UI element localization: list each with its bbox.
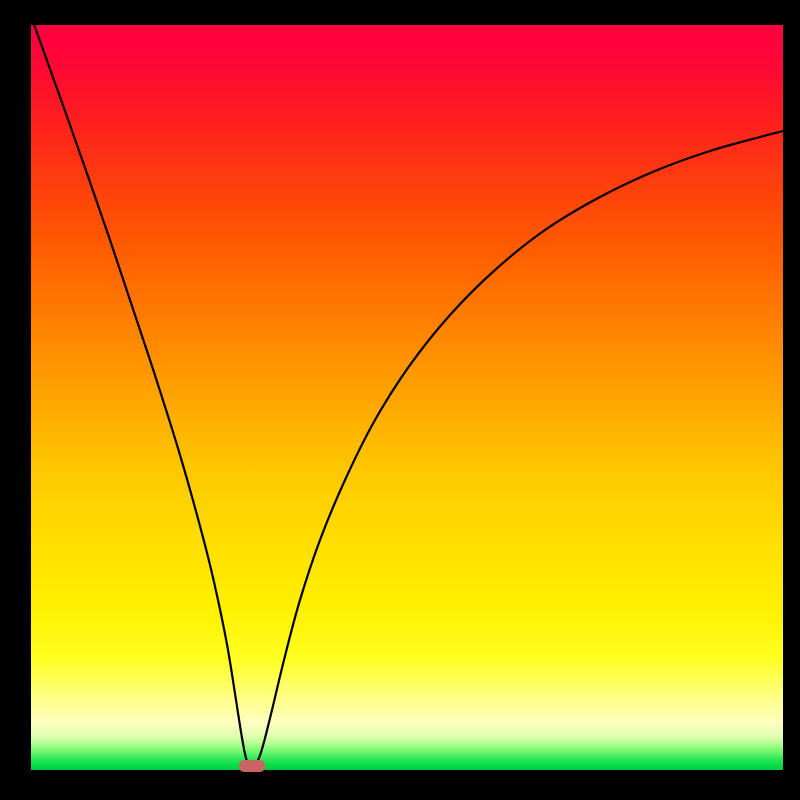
optimal-marker [239,760,265,772]
chart-container: TheBottleneck.com [0,0,800,800]
plot-background [31,25,783,770]
bottleneck-chart [0,0,800,800]
